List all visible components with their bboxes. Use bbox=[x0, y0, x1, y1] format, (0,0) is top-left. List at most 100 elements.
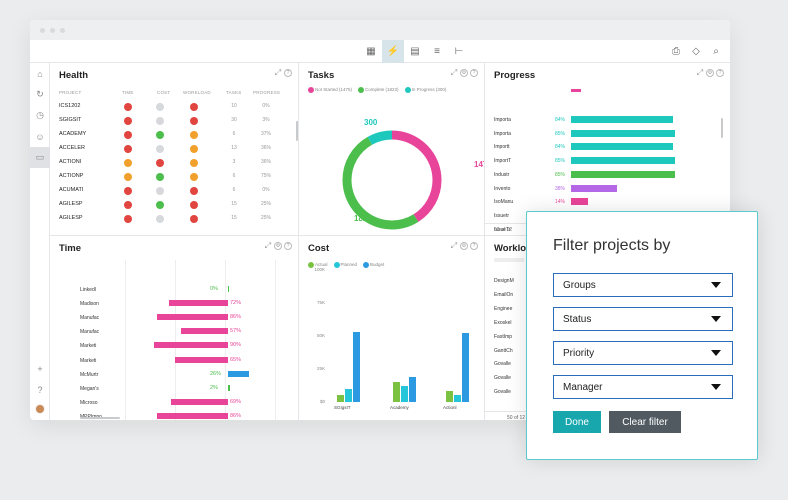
progress-value: 0% bbox=[262, 103, 270, 109]
workload-row[interactable]: Govalle bbox=[494, 361, 511, 368]
workload-row[interactable]: Enginee bbox=[494, 305, 513, 312]
cost-bar[interactable] bbox=[446, 391, 453, 402]
time-row[interactable]: Manufac 57% bbox=[50, 325, 298, 339]
time-row[interactable]: McMurtr 26% bbox=[50, 368, 298, 382]
help-icon[interactable]: ? bbox=[284, 69, 292, 77]
settings-icon[interactable]: ⚙ bbox=[706, 69, 714, 77]
progress-row[interactable]: ImportT 85% bbox=[485, 154, 715, 168]
cost-bar[interactable] bbox=[393, 382, 400, 402]
table-row[interactable]: ACUMATI 6 0% bbox=[50, 184, 298, 198]
avatar[interactable] bbox=[35, 404, 45, 414]
y-tick-label: 100K bbox=[314, 267, 325, 272]
workload-row[interactable]: EmailOn bbox=[494, 291, 514, 298]
progress-row[interactable]: Importa 84% bbox=[485, 113, 715, 127]
select-label: Priority bbox=[563, 347, 595, 359]
table-row[interactable]: ACTIONI 3 36% bbox=[50, 156, 298, 170]
progress-row[interactable]: Invento 38% bbox=[485, 182, 715, 196]
settings-icon[interactable]: ⚙ bbox=[460, 69, 468, 77]
clear-filter-button[interactable]: Clear filter bbox=[609, 411, 681, 433]
cost-bar[interactable] bbox=[462, 333, 469, 402]
expand-icon[interactable]: ⤢ bbox=[450, 241, 458, 250]
time-row[interactable]: Linkedl 0% bbox=[50, 283, 298, 297]
briefcase-icon[interactable]: ▭ bbox=[30, 147, 50, 168]
workload-row[interactable]: Govalle bbox=[494, 375, 511, 382]
time-status-dot bbox=[124, 103, 132, 111]
help-icon[interactable]: ? bbox=[37, 384, 43, 395]
donut-slice[interactable] bbox=[342, 130, 442, 230]
settings-icon[interactable]: ⚙ bbox=[460, 242, 468, 250]
cost-bar[interactable] bbox=[454, 395, 461, 402]
table-row[interactable]: ACCELER 13 36% bbox=[50, 142, 298, 156]
status-select[interactable]: Status bbox=[553, 307, 733, 331]
groups-select[interactable]: Groups bbox=[553, 273, 733, 297]
table-row[interactable]: ICS1202 10 0% bbox=[50, 100, 298, 114]
time-row[interactable]: MPPImpo 86% bbox=[50, 410, 298, 420]
hierarchy-icon[interactable]: ⊢ bbox=[454, 45, 464, 57]
help-icon[interactable]: ? bbox=[470, 69, 478, 77]
help-icon[interactable]: ? bbox=[470, 242, 478, 250]
search-icon[interactable]: ⌕ bbox=[713, 45, 719, 57]
help-icon[interactable]: ? bbox=[716, 69, 724, 77]
manager-select[interactable]: Manager bbox=[553, 375, 733, 399]
time-percent: 57% bbox=[230, 328, 242, 335]
workload-row[interactable]: DesignM bbox=[494, 278, 514, 284]
progress-row[interactable]: Importt 84% bbox=[485, 140, 715, 154]
time-row[interactable]: Megan's 2% bbox=[50, 382, 298, 396]
cost-bar[interactable] bbox=[401, 386, 408, 402]
list-icon[interactable]: ≡ bbox=[434, 45, 440, 57]
settings-icon[interactable]: ⚙ bbox=[274, 242, 282, 250]
progress-row[interactable]: IsoManu 14% bbox=[485, 195, 715, 209]
table-row[interactable]: ACADEMY 6 37% bbox=[50, 128, 298, 142]
home-icon[interactable]: ⌂ bbox=[37, 68, 43, 79]
priority-select[interactable]: Priority bbox=[553, 341, 733, 365]
time-bar bbox=[228, 286, 229, 292]
workload-row[interactable]: FastImp bbox=[494, 333, 513, 340]
progress-row[interactable]: Importa 85% bbox=[485, 127, 715, 141]
workload-row[interactable]: GanttCh bbox=[494, 347, 513, 354]
clock-icon[interactable]: ◷ bbox=[36, 110, 44, 120]
table-row[interactable]: AGILESP 15 25% bbox=[50, 198, 298, 212]
done-button[interactable]: Done bbox=[553, 411, 601, 433]
clipboard-icon[interactable]: ▤ bbox=[410, 45, 420, 57]
workload-row[interactable]: Exoskel bbox=[494, 319, 512, 326]
progress-row[interactable]: Industr 85% bbox=[485, 168, 715, 182]
time-row[interactable]: Marketi 65% bbox=[50, 354, 298, 368]
filter-title: Filter projects by bbox=[553, 237, 671, 254]
scrollbar[interactable] bbox=[721, 118, 723, 138]
time-row[interactable]: Marketi 90% bbox=[50, 339, 298, 353]
cost-bar[interactable] bbox=[409, 376, 416, 402]
time-row[interactable]: Manufac 86% bbox=[50, 311, 298, 325]
tag-icon[interactable]: ◇ bbox=[692, 45, 700, 57]
time-row[interactable]: Microso 69% bbox=[50, 396, 298, 410]
project-name: IsoManu bbox=[494, 199, 514, 206]
filter-dialog: Filter projects by Groups Status Priorit… bbox=[526, 211, 758, 460]
scrollbar[interactable] bbox=[80, 417, 120, 419]
legend: Actual Planned Budget bbox=[308, 262, 384, 268]
scrollbar[interactable] bbox=[296, 121, 298, 141]
panel-title: Progress bbox=[494, 70, 536, 81]
cost-bar[interactable] bbox=[337, 395, 344, 402]
expand-icon[interactable]: ⤢ bbox=[264, 241, 272, 250]
expand-icon[interactable]: ⤢ bbox=[696, 68, 704, 77]
partial-bar bbox=[571, 89, 581, 92]
cost-bar[interactable] bbox=[345, 388, 352, 402]
help-icon[interactable]: ? bbox=[284, 242, 292, 250]
table-row[interactable]: SGIGSIT 30 3% bbox=[50, 114, 298, 128]
tasks-donut bbox=[342, 130, 442, 230]
chart-icon[interactable]: ⚡ bbox=[382, 39, 404, 63]
add-icon[interactable]: + bbox=[37, 363, 43, 374]
time-row[interactable]: Madison 72% bbox=[50, 297, 298, 311]
progress-bar bbox=[571, 157, 675, 165]
expand-icon[interactable]: ⤢ bbox=[450, 68, 458, 77]
workload-row[interactable]: Govalle bbox=[494, 389, 511, 396]
calendar-icon[interactable]: ▦ bbox=[366, 45, 376, 57]
expand-icon[interactable]: ⤢ bbox=[274, 68, 282, 77]
users-icon[interactable]: ☺ bbox=[35, 131, 45, 142]
table-row[interactable]: AGILESP 15 25% bbox=[50, 212, 298, 226]
table-row[interactable]: ACTIONP 6 75% bbox=[50, 170, 298, 184]
refresh-icon[interactable]: ↻ bbox=[36, 89, 44, 99]
print-icon[interactable]: ⎙ bbox=[672, 45, 680, 57]
cost-bar[interactable] bbox=[353, 332, 360, 402]
gridline bbox=[175, 260, 176, 420]
donut-slice[interactable] bbox=[342, 130, 442, 230]
